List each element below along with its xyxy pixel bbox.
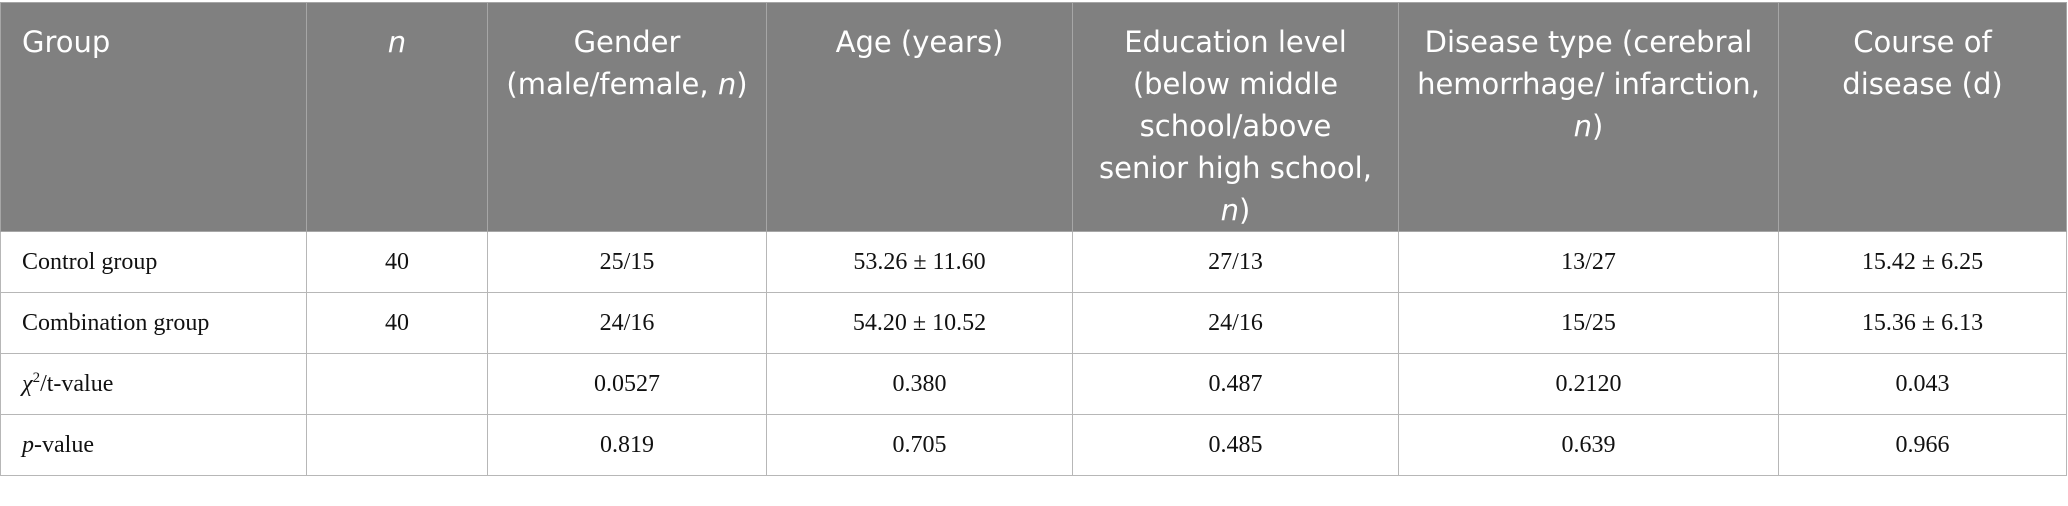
header-text: n [717,67,737,101]
cell: 0.487 [1072,353,1399,415]
data-table: Group n Gender (male/female, n) Age (yea… [0,2,2067,476]
header-cell: Group [0,2,307,232]
row-label: Control group [0,231,307,293]
cell: 15.36 ± 6.13 [1778,292,2067,354]
header-row: Group n Gender (male/female, n) Age (yea… [0,2,2067,232]
header-cell: Course of disease (d) [1778,2,2067,232]
header-cell: Age (years) [766,2,1073,232]
label-text: χ [22,370,33,397]
header-cell: Education level (below middle school/abo… [1072,2,1399,232]
label-text: -value [34,431,94,458]
cell: 0.380 [766,353,1073,415]
row-label: χ2/t-value [0,353,307,415]
cell: 54.20 ± 10.52 [766,292,1073,354]
cell: 0.639 [1398,414,1779,476]
table-row: χ2/t-value 0.0527 0.380 0.487 0.2120 0.0… [0,353,2067,415]
cell: 0.705 [766,414,1073,476]
cell: 0.2120 [1398,353,1779,415]
header-text: Gender (male/female, [506,25,718,101]
cell: 24/16 [1072,292,1399,354]
cell: 0.819 [487,414,767,476]
label-text: Combination group [22,309,210,336]
header-cell: n [306,2,488,232]
header-text: Group [22,25,111,59]
label-text: Control group [22,248,158,275]
cell: 27/13 [1072,231,1399,293]
header-text: ) [1239,193,1251,227]
cell: 53.26 ± 11.60 [766,231,1073,293]
table-row: p-value 0.819 0.705 0.485 0.639 0.966 [0,414,2067,476]
cell: 0.485 [1072,414,1399,476]
header-text: ) [1592,109,1604,143]
header-cell: Disease type (cerebral hemorrhage/ infar… [1398,2,1779,232]
table-row: Combination group 40 24/16 54.20 ± 10.52… [0,292,2067,354]
cell: 40 [306,292,488,354]
cell: 15.42 ± 6.25 [1778,231,2067,293]
label-text: p [22,431,34,458]
header-text: n [387,25,407,59]
label-text: 2 [32,369,41,386]
table-row: Control group 40 25/15 53.26 ± 11.60 27/… [0,231,2067,293]
cell: 0.043 [1778,353,2067,415]
header-text: ) [736,67,748,101]
header-text: n [1220,193,1240,227]
cell: 0.0527 [487,353,767,415]
cell: 25/15 [487,231,767,293]
header-text: Age (years) [835,25,1004,59]
row-label: p-value [0,414,307,476]
header-text: Education level (below middle school/abo… [1099,25,1372,185]
label-text: /t-value [40,370,114,397]
row-label: Combination group [0,292,307,354]
cell [306,414,488,476]
cell [306,353,488,415]
header-text: Disease type (cerebral hemorrhage/ infar… [1417,25,1760,101]
header-cell: Gender (male/female, n) [487,2,767,232]
header-text: n [1573,109,1593,143]
cell: 40 [306,231,488,293]
cell: 0.966 [1778,414,2067,476]
cell: 13/27 [1398,231,1779,293]
header-text: Course of disease (d) [1842,25,2003,101]
cell: 15/25 [1398,292,1779,354]
cell: 24/16 [487,292,767,354]
